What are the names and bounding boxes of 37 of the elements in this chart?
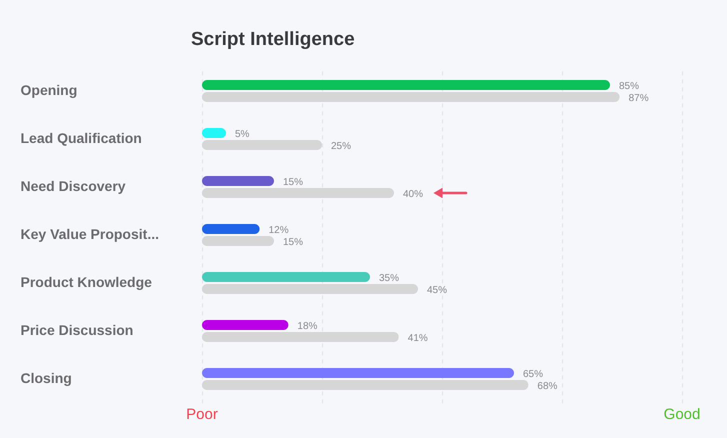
text: Poor <box>186 406 218 423</box>
bar <box>202 368 514 378</box>
data-label: 65% <box>523 369 544 380</box>
data-label: 15% <box>283 237 304 248</box>
data-label: 15% <box>283 177 304 188</box>
y-tick-label: Closing <box>20 370 72 386</box>
bar <box>202 284 418 294</box>
data-label: 45% <box>427 285 448 296</box>
bar <box>202 188 394 198</box>
y-tick-label: Price Discussion <box>20 322 134 338</box>
y-tick-label: Need Discovery <box>20 178 126 194</box>
bar <box>202 224 260 234</box>
y-tick-label: Lead Qualification <box>20 130 142 146</box>
data-label: 25% <box>331 141 352 152</box>
bar <box>202 80 610 90</box>
bar <box>202 332 399 342</box>
y-tick-label: Key Value Proposit... <box>20 226 159 242</box>
bar <box>202 320 288 330</box>
chart-title: Script Intelligence <box>191 29 355 50</box>
data-label: 68% <box>537 381 558 392</box>
bar <box>202 272 370 282</box>
data-label: 18% <box>297 321 318 332</box>
data-label: 35% <box>379 273 400 284</box>
data-label: 5% <box>235 129 250 140</box>
text: Good <box>664 406 700 423</box>
bar <box>202 92 620 102</box>
bar <box>202 236 274 246</box>
y-tick-label: Product Knowledge <box>20 274 152 290</box>
bar <box>202 380 528 390</box>
y-tick-label: Opening <box>20 82 78 98</box>
data-label: 41% <box>408 333 428 344</box>
bar <box>202 140 322 150</box>
data-label: 12% <box>268 225 289 236</box>
data-label: 40% <box>403 189 424 200</box>
data-label: 87% <box>628 93 649 104</box>
bar <box>202 176 274 186</box>
data-label: 85% <box>619 81 640 92</box>
